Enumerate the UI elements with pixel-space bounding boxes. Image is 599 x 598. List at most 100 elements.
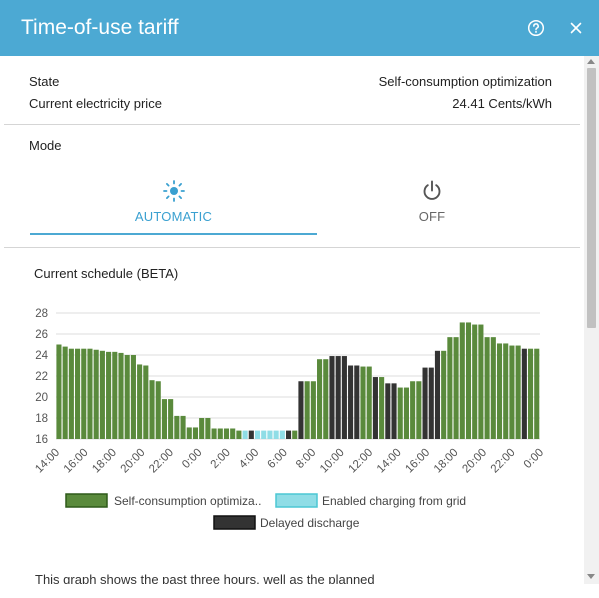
chart-bar (99, 350, 105, 439)
chart-bar (329, 356, 335, 439)
mode-label: Mode (29, 138, 62, 153)
y-tick-label: 28 (35, 308, 48, 320)
scrollbar[interactable] (584, 56, 599, 584)
dialog-title: Time-of-use tariff (21, 16, 179, 39)
chart-bar (335, 356, 341, 439)
help-button[interactable] (526, 18, 546, 38)
x-tick-label: 18:00 (432, 447, 461, 476)
chart-bars (56, 322, 540, 439)
chart-bar (199, 418, 205, 439)
y-tick-label: 26 (35, 329, 48, 341)
dialog-content[interactable]: State Self-consumption optimization Curr… (4, 56, 584, 584)
legend-swatch (65, 493, 108, 508)
chart-bar (81, 348, 87, 439)
tab-automatic-label: AUTOMATIC (134, 209, 213, 224)
y-tick-label: 16 (35, 434, 48, 446)
legend-label: Self-consumption optimiza.. (114, 494, 261, 508)
chart-bar (453, 337, 459, 439)
y-tick-label: 20 (35, 392, 48, 404)
schedule-title: Current schedule (BETA) (34, 266, 179, 281)
chart-bar (261, 430, 267, 439)
chart-bar (403, 387, 409, 439)
help-circle-icon (527, 19, 545, 37)
x-tick-label: 16:00 (62, 447, 91, 476)
divider (4, 247, 580, 248)
chart-bar (534, 348, 540, 439)
chart-bar (254, 430, 261, 439)
chart-bar (168, 399, 174, 439)
chart-bar (323, 359, 329, 439)
chart-bar (416, 381, 422, 439)
tab-automatic[interactable]: AUTOMATIC (30, 176, 317, 231)
x-tick-label: 0:00 (180, 447, 204, 471)
x-tick-label: 6:00 (266, 447, 290, 471)
chart-bar (149, 380, 155, 439)
y-tick-label: 22 (35, 371, 48, 383)
chart-bar (298, 381, 304, 439)
chart-bar (478, 324, 484, 439)
tab-off[interactable]: OFF (317, 176, 547, 231)
close-button[interactable] (566, 18, 586, 38)
chart-bar (87, 348, 93, 439)
chart-bar (515, 345, 521, 439)
chart-bar (434, 350, 441, 439)
chart-bar (317, 359, 323, 439)
x-tick-label: 22:00 (147, 447, 176, 476)
chart-bar (422, 367, 428, 439)
sun-icon (162, 180, 185, 202)
x-tick-label: 12:00 (346, 447, 375, 476)
scroll-up-icon[interactable] (587, 59, 595, 64)
x-tick-label: 22:00 (489, 447, 518, 476)
chart-bar (137, 364, 143, 439)
chart-grid (56, 312, 540, 440)
chart-bar (161, 399, 167, 439)
x-tick-label: 20:00 (460, 447, 489, 476)
chart-bar (93, 349, 99, 439)
chart-bar (410, 381, 416, 439)
price-label: Current electricity price (29, 96, 162, 111)
chart-bar (106, 351, 112, 439)
x-tick-label: 18:00 (90, 447, 119, 476)
chart-bar (496, 343, 503, 439)
chart-bar (354, 365, 360, 439)
chart-bar (304, 381, 310, 439)
chart-bar (484, 337, 490, 439)
chart-bar (372, 377, 378, 439)
chart-bar (391, 383, 397, 439)
chart-bar (112, 351, 118, 439)
chart-legend: Self-consumption optimiza.. Enabled charg… (65, 493, 466, 530)
divider (4, 124, 580, 125)
chart-bar (292, 430, 298, 439)
legend-swatch (213, 515, 256, 530)
chart-bar (310, 381, 316, 439)
chart-bar (397, 387, 403, 439)
tab-selected-indicator (30, 233, 317, 235)
x-tick-label: 14:00 (33, 447, 62, 476)
x-tick-label: 8:00 (294, 447, 318, 471)
chart-bar (230, 428, 236, 439)
chart-bar (180, 415, 186, 439)
chart-x-axis: 14:00 16:00 18:00 20:00 22:00 0:00 2:00 4:00 6:0… (33, 447, 546, 476)
chart-bar (527, 348, 534, 439)
chart-bar (62, 346, 68, 439)
chart-bar (459, 322, 465, 439)
chart-bar (360, 366, 366, 439)
schedule-footnote: This graph shows the past three hours, w… (35, 572, 375, 584)
legend-swatch (275, 493, 318, 508)
chart-bar (490, 337, 496, 439)
chart-bar (143, 365, 149, 439)
dialog-header: Time-of-use tariff (0, 0, 599, 56)
y-tick-label: 18 (35, 413, 48, 425)
chart-bar (155, 381, 161, 439)
chart-bar (223, 428, 230, 439)
chart-bar (366, 366, 372, 439)
chart-bar (441, 350, 447, 439)
chart-bar (130, 355, 136, 439)
x-tick-label: 4:00 (237, 447, 261, 471)
scrollbar-thumb[interactable] (587, 68, 596, 328)
chart-bar (341, 356, 347, 439)
x-tick-label: 2:00 (209, 447, 233, 471)
scroll-down-icon[interactable] (587, 574, 595, 579)
